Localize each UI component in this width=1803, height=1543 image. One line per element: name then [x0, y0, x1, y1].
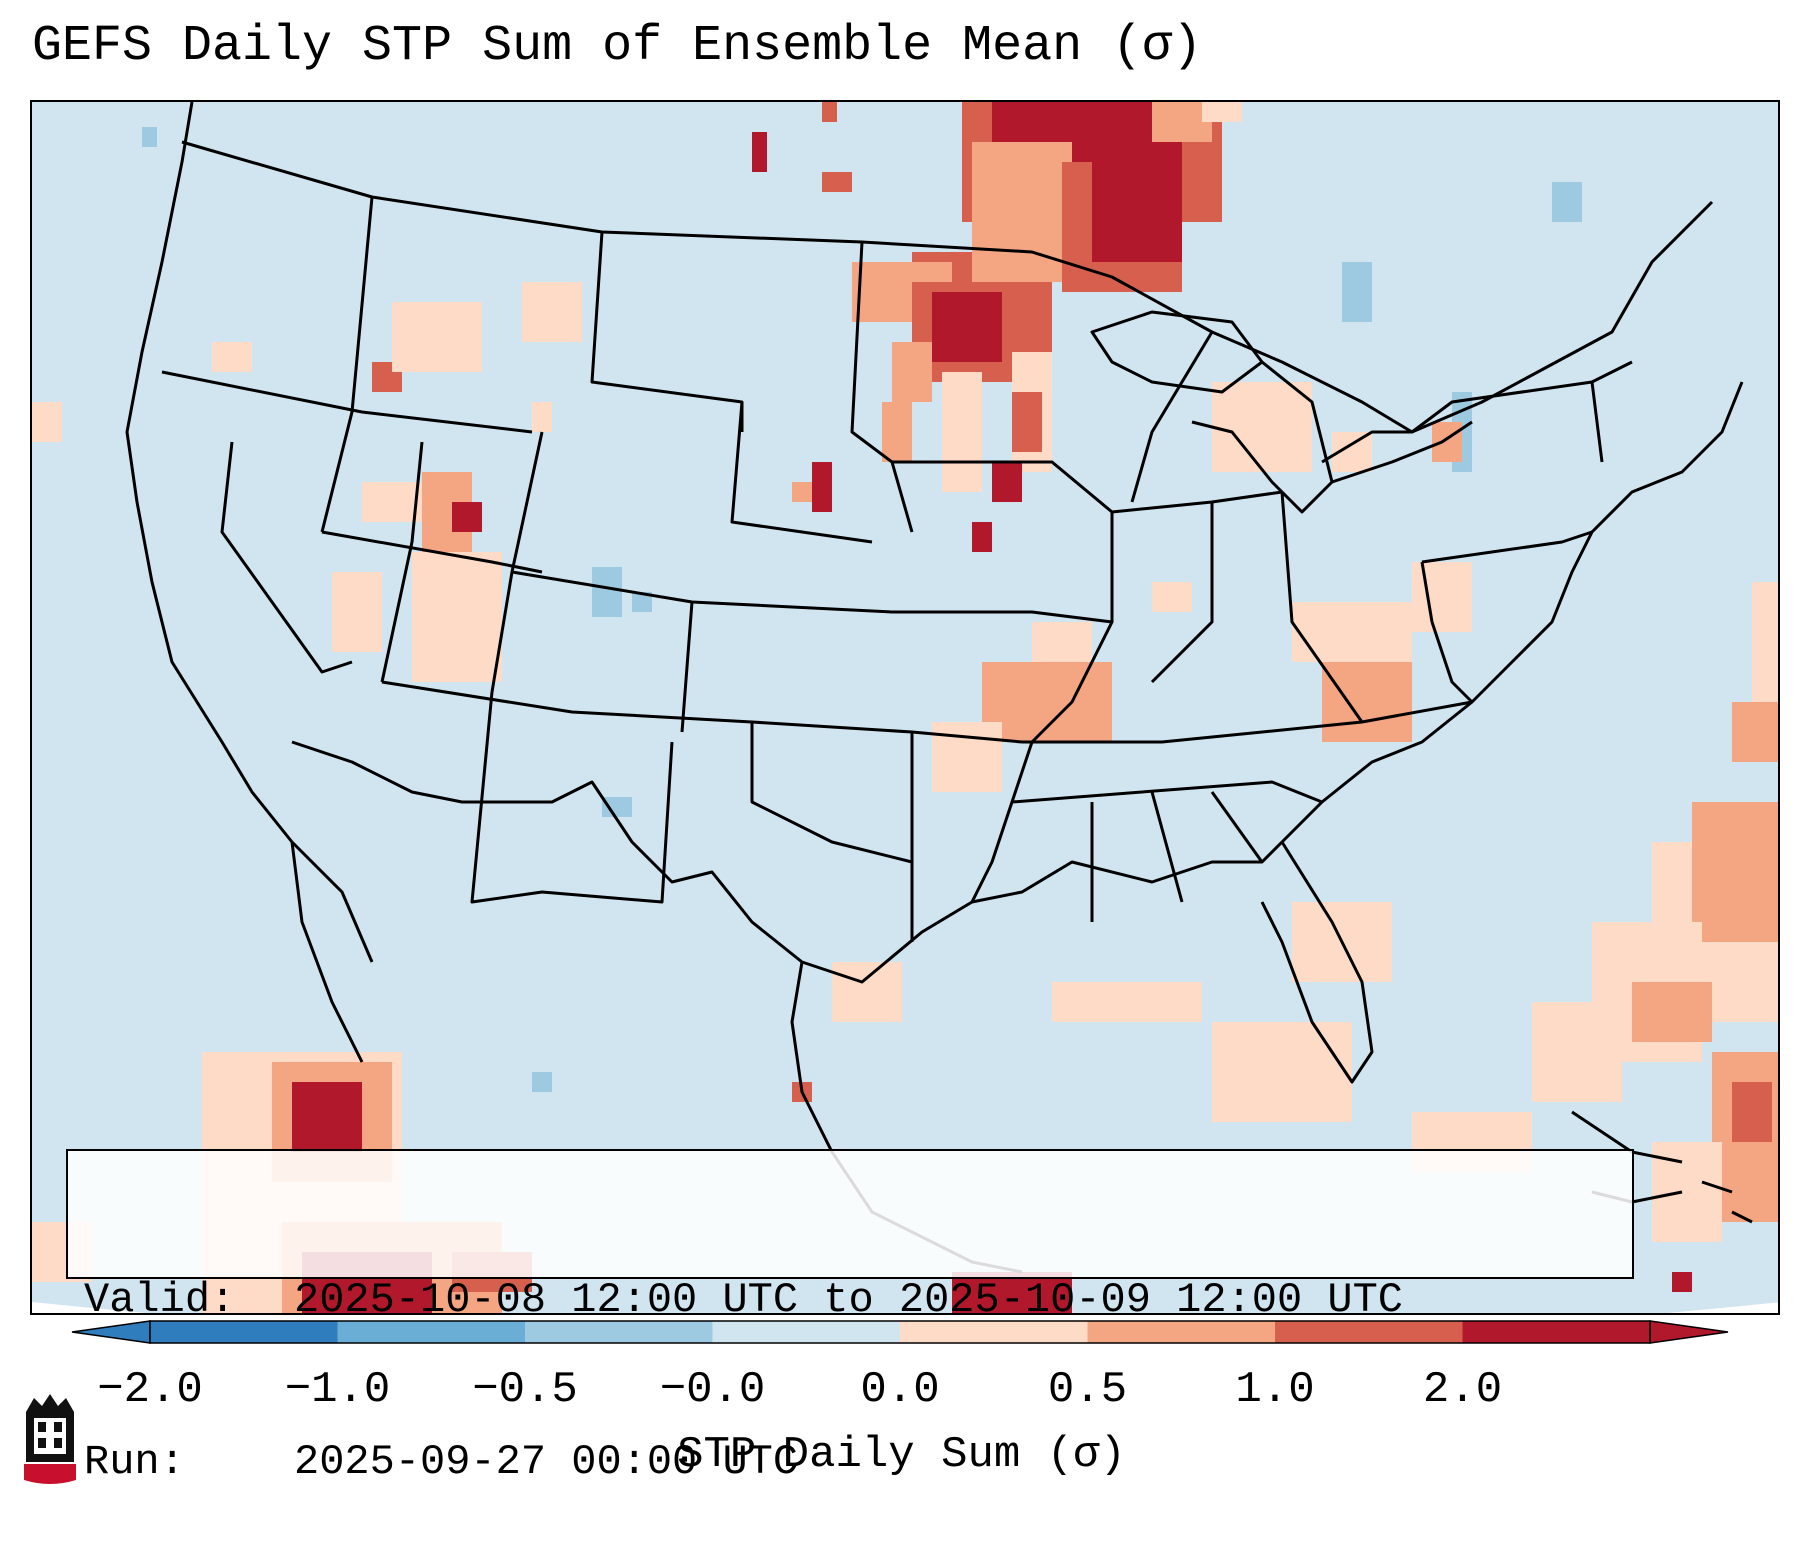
colorbar-extend-high: [1649, 1320, 1729, 1344]
map-svg: [32, 102, 1778, 1313]
anomaly-ohio-valley: [792, 382, 1472, 792]
run-value: 2025-09-27 00:00 UTC: [294, 1438, 799, 1486]
run-line: Run: 2025-09-27 00:00 UTC: [84, 1435, 1616, 1489]
valid-value: 2025-10-08 12:00 UTC to 2025-10-09 12:00…: [294, 1276, 1403, 1324]
colorbar-bin: [150, 1321, 338, 1343]
colorbar-tick-label: −1.0: [284, 1365, 391, 1415]
run-label: Run:: [84, 1438, 185, 1486]
colorbar-bin: [525, 1321, 713, 1343]
colorbar-bin: [1275, 1321, 1463, 1343]
colorbar-tick-label: 0.0: [860, 1365, 940, 1415]
colorbar-tick-label: −0.5: [472, 1365, 578, 1415]
colorbar-tick-label: −2.0: [97, 1365, 203, 1415]
colorbar-outline: [149, 1320, 1651, 1344]
colorbar-bin: [1462, 1321, 1651, 1343]
colorbar-tick-label: 2.0: [1422, 1365, 1503, 1415]
colorbar-extend-low: [71, 1320, 151, 1344]
colorbar-bin: [337, 1321, 526, 1343]
valid-run-info-box: Valid: 2025-10-08 12:00 UTC to 2025-10-0…: [66, 1149, 1634, 1486]
borders: [125, 102, 1753, 1274]
valid-label: Valid:: [84, 1276, 236, 1324]
valid-line: Valid: 2025-10-08 12:00 UTC to 2025-10-0…: [84, 1273, 1616, 1327]
colorbar-bin: [1087, 1321, 1276, 1343]
colorbar-label: STP Daily Sum (σ): [677, 1430, 1126, 1480]
anomaly-gulf: [792, 962, 1202, 1313]
colorbar-bin: [712, 1321, 901, 1343]
colorbar-tick-label: 1.0: [1235, 1365, 1315, 1415]
niu-logo: [24, 1394, 76, 1484]
colorbar-tick-label: 0.5: [1047, 1365, 1128, 1415]
chart-title: GEFS Daily STP Sum of Ensemble Mean (σ): [32, 18, 1203, 75]
colorbar: [71, 1320, 1729, 1344]
projection-domain: [32, 102, 1778, 1313]
colorbar-bins: [71, 1320, 1729, 1344]
map-panel: [30, 100, 1780, 1315]
anomaly-northern-plains: [752, 102, 1242, 552]
colorbar-bin: [900, 1321, 1088, 1343]
colorbar-tick-label: −0.0: [659, 1365, 766, 1415]
anomaly-great-basin: [212, 282, 582, 682]
